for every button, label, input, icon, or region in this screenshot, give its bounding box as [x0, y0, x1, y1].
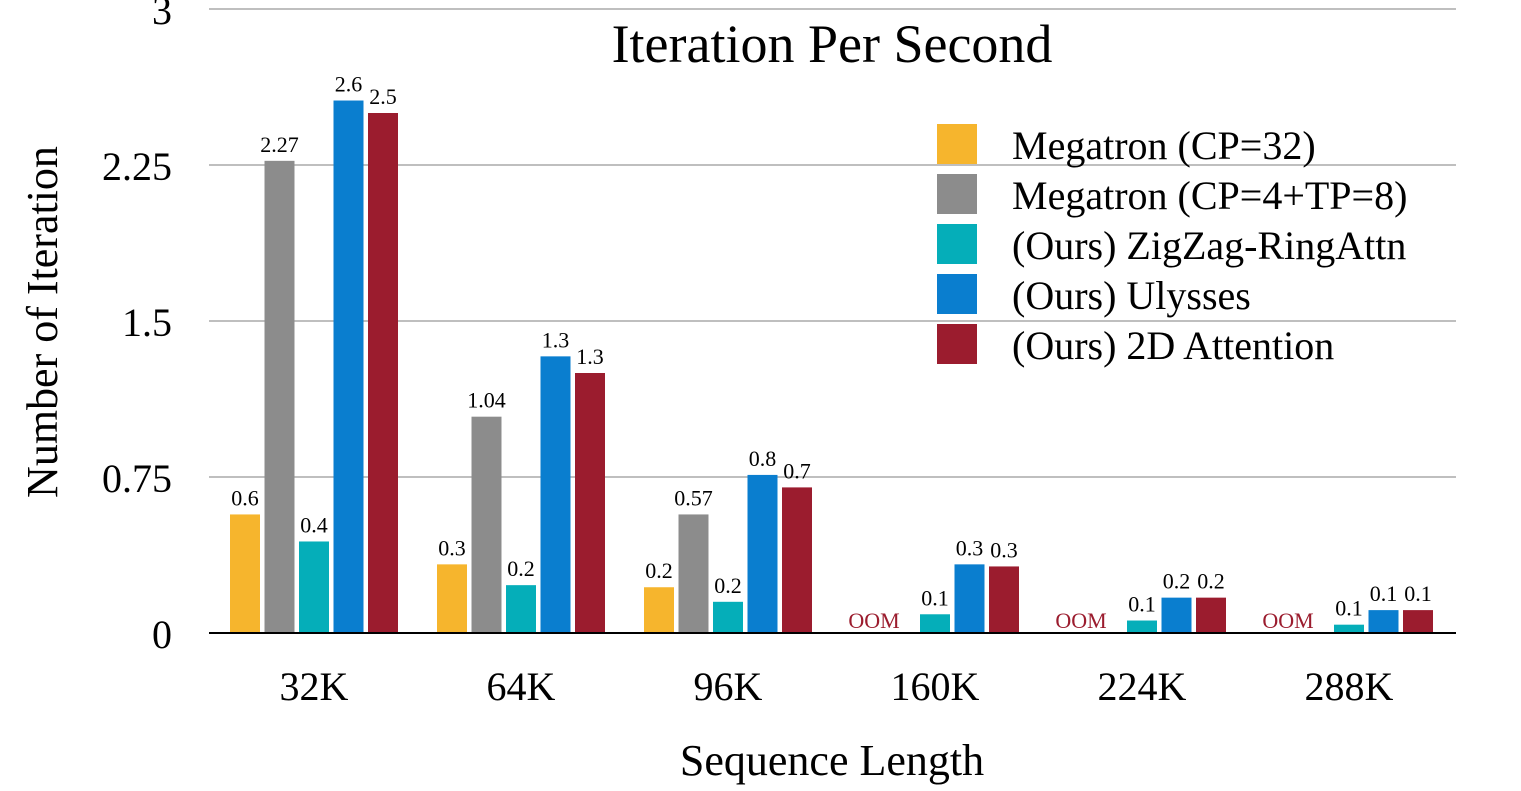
y-tick-label: 3 — [152, 0, 172, 33]
bar — [1403, 610, 1433, 633]
x-tick-label: 96K — [694, 664, 763, 709]
legend: Megatron (CP=32) Megatron (CP=4+TP=8) (Our… — [937, 123, 1407, 368]
y-tick-label: 2.25 — [102, 144, 172, 189]
bar-value-label: 0.1 — [921, 585, 949, 610]
bar — [1334, 624, 1364, 633]
bar-value-label: 0.4 — [300, 512, 328, 537]
bar-value-label: 2.27 — [260, 132, 299, 157]
bar-value-label: 0.3 — [438, 535, 466, 560]
x-tick-label: 64K — [487, 664, 556, 709]
bar-value-label: 2.5 — [369, 84, 397, 109]
bar — [747, 474, 778, 633]
bar-value-label: 0.57 — [674, 485, 713, 510]
bar-value-label: 0.6 — [231, 485, 259, 510]
legend-label: Megatron (CP=4+TP=8) — [1012, 173, 1407, 218]
bar — [678, 514, 709, 633]
bar-value-label: 0.7 — [783, 458, 811, 483]
bar-value-label: 1.04 — [467, 388, 506, 413]
x-axis-label: Sequence Length — [680, 736, 984, 785]
y-tick-label: 0.75 — [102, 456, 172, 501]
bar — [1127, 620, 1157, 633]
bar — [230, 514, 260, 633]
bar — [437, 564, 467, 633]
bar — [954, 564, 985, 633]
bar — [1368, 610, 1399, 633]
bar — [1161, 597, 1192, 633]
y-tick-label: 1.5 — [122, 300, 172, 345]
bar-value-label: 0.3 — [956, 535, 984, 560]
legend-label: (Ours) 2D Attention — [1012, 323, 1334, 368]
bar — [540, 356, 571, 633]
bar — [299, 541, 329, 633]
legend-label: (Ours) Ulysses — [1012, 273, 1251, 318]
bars — [230, 100, 1433, 633]
bar-value-label: 1.3 — [542, 327, 570, 352]
bar-value-label: 0.1 — [1404, 581, 1432, 606]
y-axis-label: Number of Iteration — [18, 146, 67, 498]
bar — [506, 585, 536, 633]
legend-swatch — [937, 124, 977, 164]
bar — [471, 416, 502, 633]
legend-swatch — [937, 224, 977, 264]
bar-value-label: 0.8 — [749, 446, 777, 471]
bar — [713, 601, 743, 633]
x-tick-label: 160K — [891, 664, 980, 709]
bar — [644, 587, 674, 633]
bar — [782, 487, 812, 633]
bar-value-label: 0.1 — [1335, 596, 1363, 621]
bar-value-label: 0.2 — [645, 558, 673, 583]
legend-swatch — [937, 174, 977, 214]
oom-label: OOM — [848, 608, 899, 633]
legend-swatch — [937, 324, 977, 364]
bar-value-label: 2.6 — [335, 72, 363, 97]
y-axis-ticks: 0 0.75 1.5 2.25 3 — [102, 0, 172, 657]
legend-swatch — [937, 274, 977, 314]
bar — [333, 100, 364, 633]
bar — [989, 566, 1019, 633]
x-tick-label: 288K — [1305, 664, 1394, 709]
x-axis-ticks: 32K 64K 96K 160K 224K 288K — [280, 664, 1394, 709]
bar-value-label: 0.1 — [1370, 581, 1398, 606]
oom-label: OOM — [1262, 608, 1313, 633]
gridlines — [209, 8, 1456, 478]
bar-value-labels: 0.6 2.27 0.4 2.6 2.5 0.3 1.04 0.2 1.31.3 0.2 0.57 0… — [231, 72, 1432, 633]
y-tick-label: 0 — [152, 612, 172, 657]
bar — [920, 614, 950, 633]
bar — [368, 113, 398, 633]
x-tick-label: 224K — [1098, 664, 1187, 709]
oom-label: OOM — [1055, 608, 1106, 633]
bar-value-label: 0.2 — [507, 556, 535, 581]
bar-value-label: 0.2 — [714, 573, 742, 598]
bar-value-label: 0.1 — [1128, 592, 1156, 617]
legend-label: (Ours) ZigZag-RingAttn — [1012, 223, 1406, 268]
bar-value-label: 0.2 — [1197, 569, 1225, 594]
bar — [1196, 597, 1226, 633]
bar-value-label: 1.3 — [576, 344, 604, 369]
bar-value-label: 0.3 — [990, 537, 1018, 562]
bar — [575, 373, 605, 633]
x-tick-label: 32K — [280, 664, 349, 709]
legend-label: Megatron (CP=32) — [1012, 123, 1316, 168]
bar-value-label: 0.2 — [1163, 569, 1191, 594]
chart-title: Iteration Per Second — [612, 14, 1053, 74]
bar — [264, 160, 295, 633]
